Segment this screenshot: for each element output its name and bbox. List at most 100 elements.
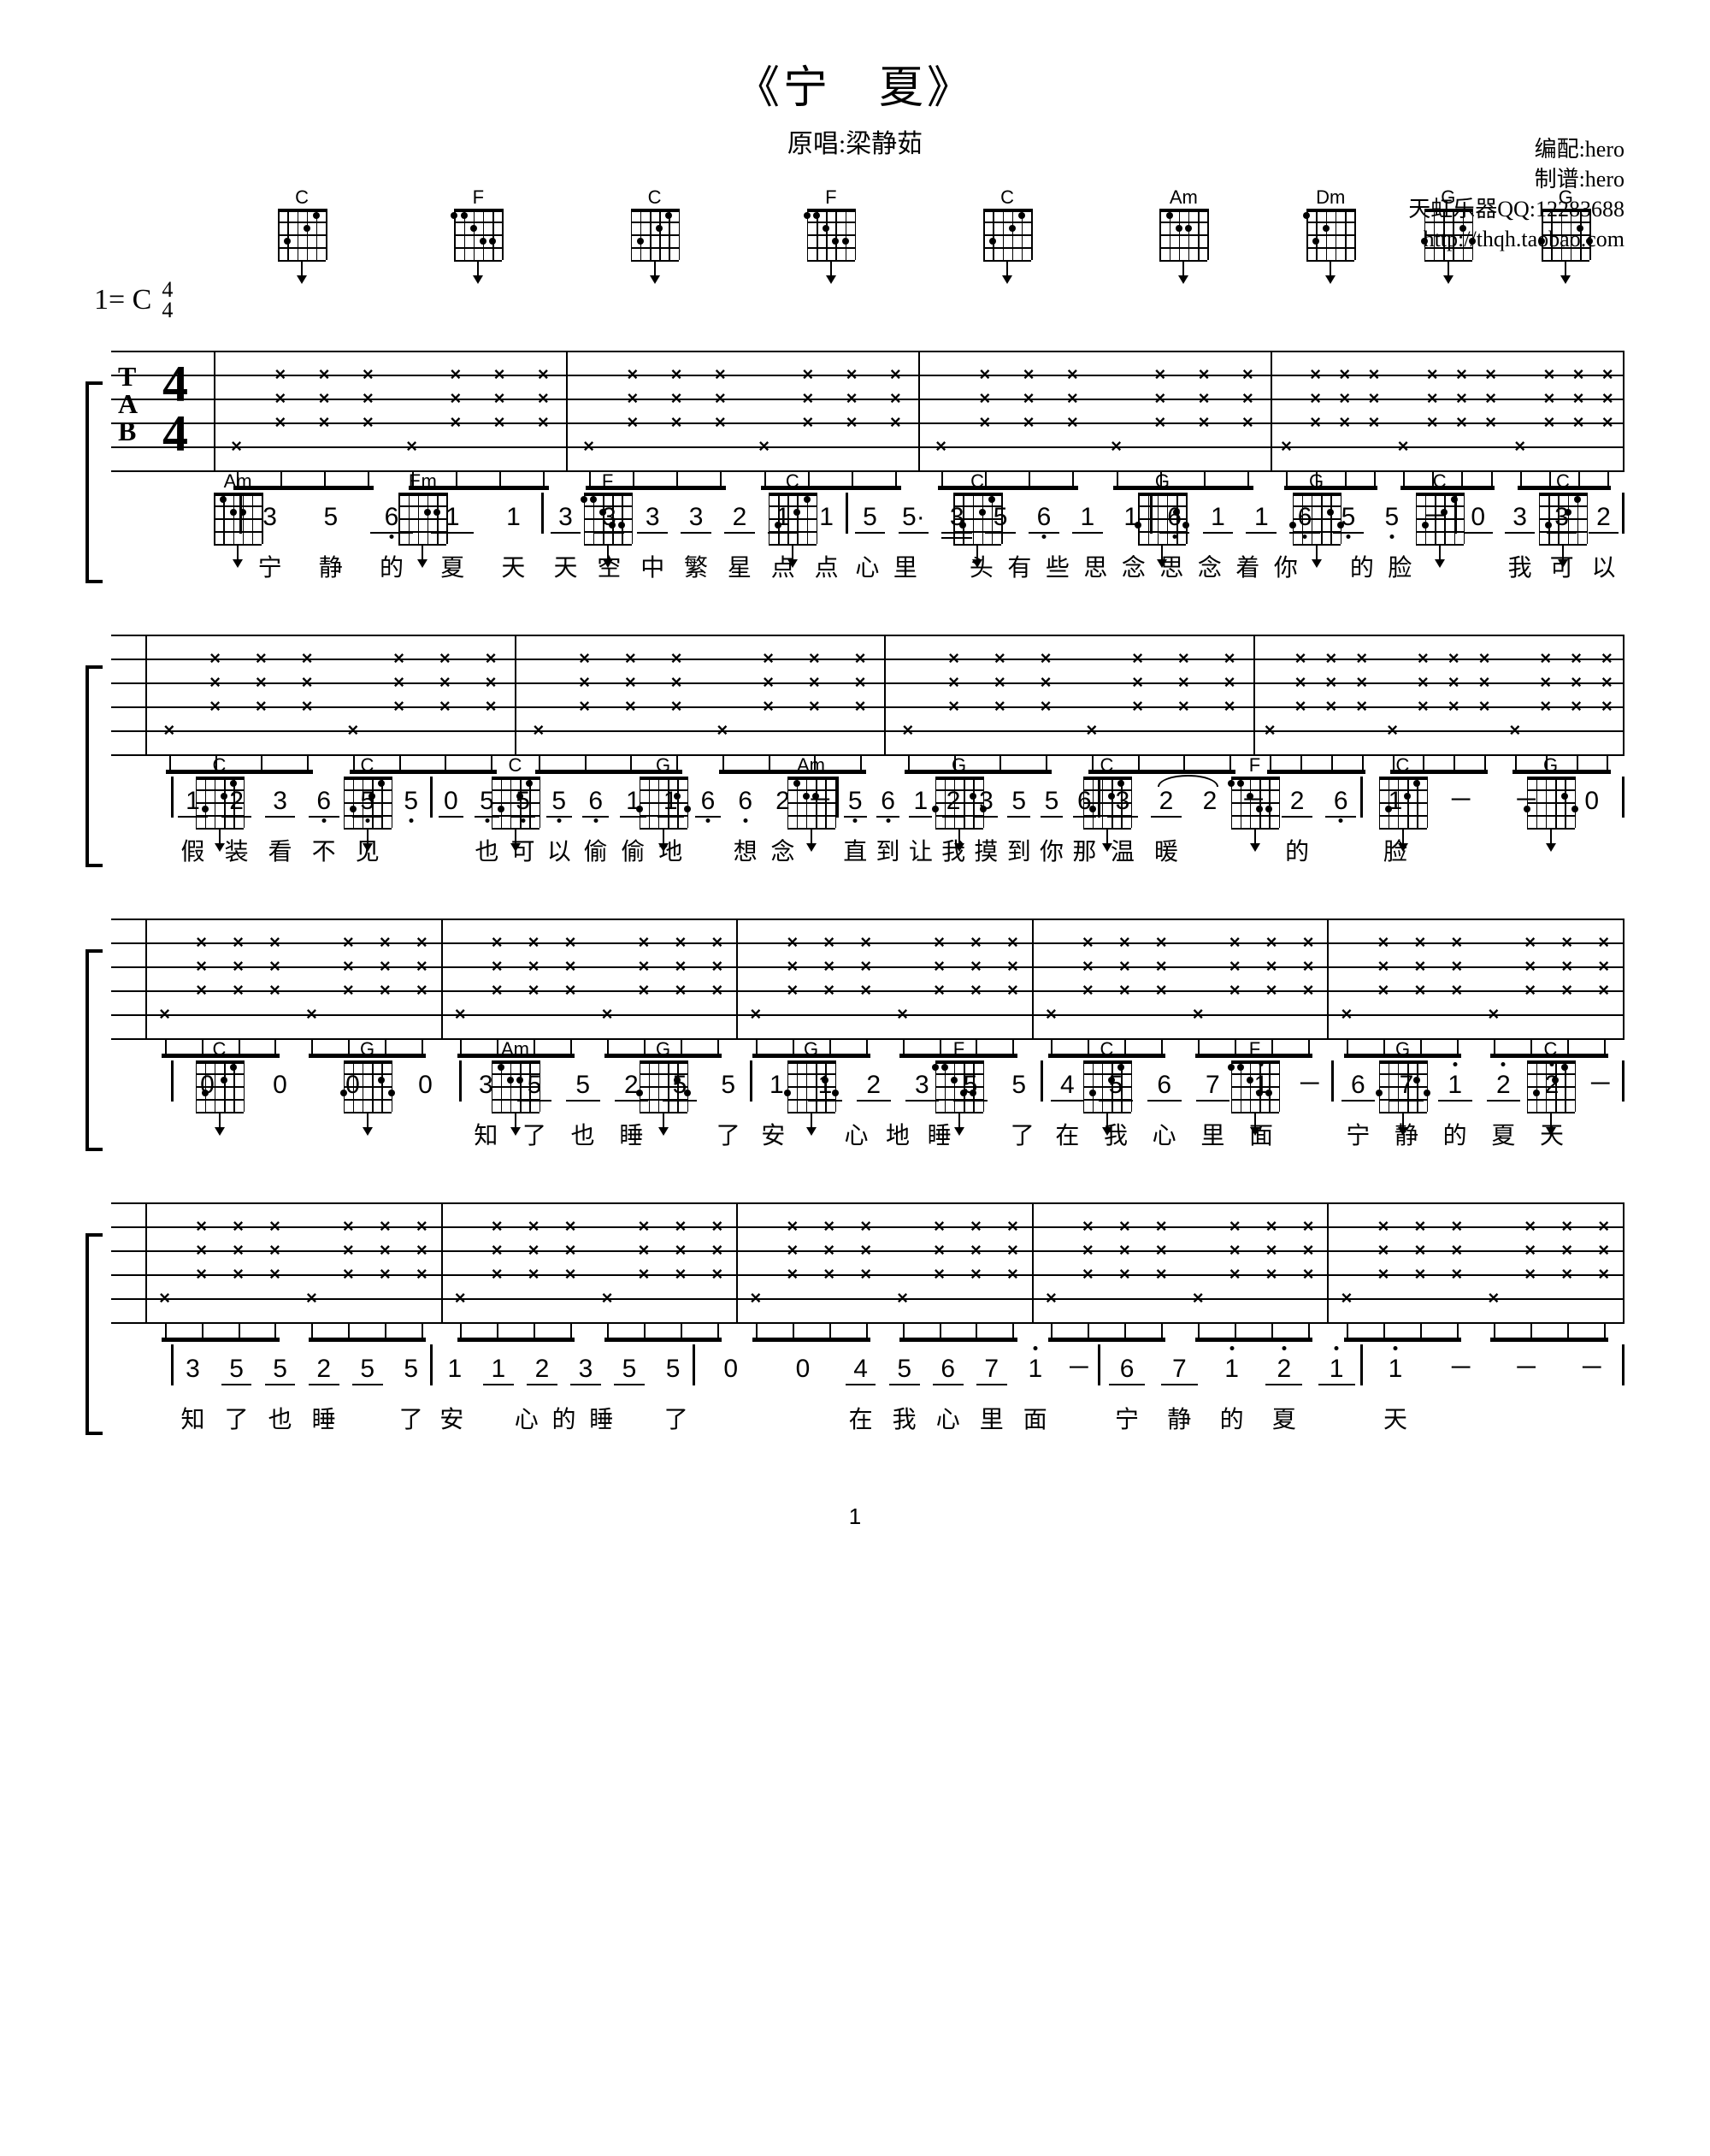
- strum-mark: ×: [602, 1003, 613, 1025]
- strum-mark: ×: [860, 1263, 871, 1285]
- measure: ××××××××××××××××××××: [214, 351, 568, 470]
- strum-mark: ×: [343, 1263, 354, 1285]
- strum-mark: ×: [1451, 1239, 1462, 1261]
- chord-C: C: [1539, 470, 1587, 544]
- system-3: CCCGAmGCFCG×××××××××××××××××××××××××××××…: [86, 919, 1624, 1151]
- strum-mark: ×: [787, 1215, 798, 1237]
- jianpu-note: －: [1494, 1348, 1560, 1382]
- strum-mark: ×: [1156, 1263, 1167, 1285]
- jianpu-note: 5: [704, 1064, 752, 1098]
- strum-mark: ×: [897, 1287, 908, 1309]
- lyric: 面: [1237, 1117, 1286, 1151]
- strum-mark: ×: [196, 1215, 207, 1237]
- strum-mark: ×: [1543, 363, 1554, 386]
- lyric: 天: [483, 549, 544, 583]
- strum-mark: ×: [1229, 979, 1241, 1001]
- lyric: 偷: [577, 833, 615, 867]
- strum-mark: ×: [1119, 1263, 1130, 1285]
- jianpu-note: 1: [483, 496, 544, 530]
- page-number: 1: [86, 1503, 1624, 1530]
- jianpu-note: 3: [258, 780, 302, 814]
- strum-mark: ×: [343, 1215, 354, 1237]
- measure: ××××××××××××××××××××: [145, 919, 443, 1038]
- strum-mark: ×: [209, 695, 221, 718]
- strum-mark: ×: [1398, 435, 1409, 458]
- strum-mark: ×: [256, 695, 267, 718]
- jianpu-note: 1: [1196, 496, 1240, 530]
- strum-mark: ×: [802, 387, 813, 410]
- strum-mark: ×: [1573, 363, 1584, 386]
- strum-mark: ×: [763, 695, 774, 718]
- strum-mark: ×: [583, 435, 594, 458]
- lyric-measure: 知了也睡了: [462, 1117, 752, 1151]
- strum-mark: ×: [233, 955, 244, 978]
- strum-mark: ×: [494, 387, 505, 410]
- chord-C: C: [631, 186, 679, 260]
- strum-mark: ×: [1378, 1215, 1389, 1237]
- jianpu-note: 5: [652, 1348, 695, 1382]
- lyric-measure: 宁静的夏天: [239, 549, 544, 583]
- strum-mark: ×: [1266, 1263, 1277, 1285]
- lyric: 偷: [615, 833, 652, 867]
- strum-mark: ×: [1242, 387, 1253, 410]
- jianpu-note: 1: [1430, 1064, 1479, 1098]
- jianpu-note: 6: [871, 780, 904, 814]
- chord-name: C: [213, 1038, 227, 1059]
- chord-name: C: [1100, 1038, 1114, 1059]
- strum-mark: ×: [1451, 955, 1462, 978]
- jianpu-measure: 00: [695, 1348, 839, 1382]
- chord-name: F: [602, 470, 613, 491]
- lyric: 的: [1343, 549, 1382, 583]
- chord-name: F: [1249, 1038, 1260, 1059]
- chord-name: Am: [797, 754, 825, 775]
- lyric: 星: [717, 549, 761, 583]
- measure: ××××××××××××××××××××: [145, 1202, 443, 1322]
- strum-mark: ×: [163, 719, 174, 741]
- strum-mark: ×: [455, 1003, 466, 1025]
- strum-mark: ×: [625, 647, 636, 670]
- strum-mark: ×: [233, 1215, 244, 1237]
- strum-mark: ×: [492, 955, 503, 978]
- chord-name: C: [1433, 470, 1447, 491]
- chord-name: Am: [1170, 186, 1198, 207]
- lyric: 不: [302, 833, 345, 867]
- jianpu-note: 0: [433, 780, 469, 814]
- lyric: 在: [839, 1401, 882, 1435]
- strum-mark: ×: [934, 979, 945, 1001]
- strum-mark: ×: [196, 931, 207, 954]
- chord-C: C: [769, 470, 817, 544]
- strum-mark: ×: [1067, 411, 1078, 434]
- strum-mark: ×: [1266, 1239, 1277, 1261]
- chord-name: G: [952, 754, 966, 775]
- strum-mark: ×: [1488, 1287, 1499, 1309]
- lyric: 了: [215, 1401, 258, 1435]
- lyric: 的: [1276, 833, 1319, 867]
- chord-Am: Am: [787, 754, 835, 828]
- strum-mark: ×: [528, 1263, 540, 1285]
- strum-mark: ×: [802, 363, 813, 386]
- strum-mark: ×: [1418, 671, 1429, 694]
- chord-name: G: [656, 1038, 670, 1059]
- strum-mark: ×: [1119, 931, 1130, 954]
- lyric: 宁: [1334, 1117, 1383, 1151]
- strum-mark: ×: [416, 1263, 428, 1285]
- strum-mark: ×: [159, 1003, 170, 1025]
- measure: ××××××××××××××××××××: [1329, 919, 1624, 1038]
- strum-mark: ×: [269, 1215, 280, 1237]
- jianpu-measure: 1－－－: [1363, 1348, 1624, 1382]
- strum-mark: ×: [1602, 411, 1613, 434]
- measure: ××××××××××××××××××××: [443, 1202, 739, 1322]
- strum-mark: ×: [1082, 955, 1094, 978]
- jianpu-note: 3: [631, 496, 675, 530]
- strum-mark: ×: [494, 411, 505, 434]
- chord-name: C: [361, 754, 374, 775]
- strum-mark: ×: [494, 363, 505, 386]
- lyric: 点: [761, 549, 805, 583]
- strum-mark: ×: [196, 1263, 207, 1285]
- lyric-measure: 知了也睡了: [171, 1401, 433, 1435]
- strum-mark: ×: [1598, 1263, 1609, 1285]
- jianpu-measure: 35611: [239, 496, 544, 530]
- lyric: 些: [1039, 549, 1077, 583]
- jianpu-note: 5: [215, 1348, 258, 1382]
- strum-mark: ×: [970, 1239, 982, 1261]
